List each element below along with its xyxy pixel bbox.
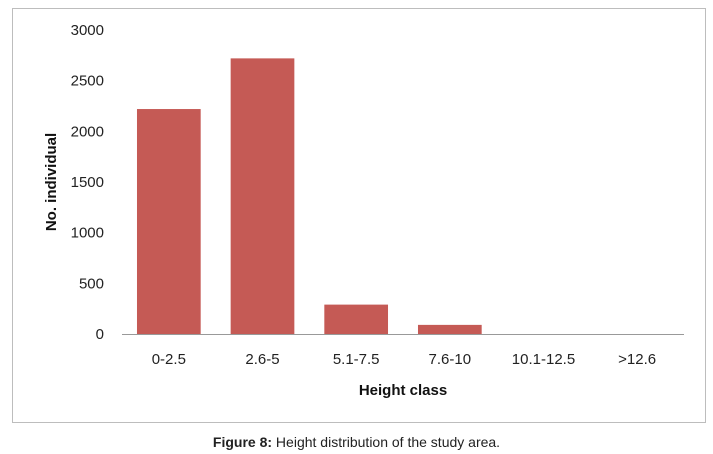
y-tick-label: 2500	[71, 73, 104, 90]
caption-label: Figure 8:	[212, 434, 273, 450]
figure-caption: Figure 8: Height distribution of the stu…	[0, 434, 713, 450]
x-axis-ticks: 0-2.5 2.6-5 5.1-7.5 7.6-10 10.1-12.5 >12.6	[152, 351, 656, 368]
x-axis-title: Height class	[359, 382, 447, 399]
x-tick-label: 0-2.5	[152, 351, 186, 368]
y-tick-label: 1500	[71, 174, 104, 191]
y-tick-label: 3000	[71, 22, 104, 39]
x-tick-label: 7.6-10	[429, 351, 472, 368]
y-tick-label: 0	[96, 326, 104, 343]
x-tick-label: >12.6	[618, 351, 656, 368]
y-axis-title: No. individual	[43, 133, 60, 231]
y-tick-label: 500	[79, 275, 104, 292]
bar	[230, 58, 295, 335]
bars	[136, 58, 482, 335]
bar	[136, 109, 201, 334]
x-tick-label: 5.1-7.5	[333, 351, 380, 368]
x-tick-label: 2.6-5	[245, 351, 279, 368]
y-tick-label: 2000	[71, 123, 104, 140]
chart-frame	[12, 8, 706, 423]
caption-text: Height distribution of the study area.	[272, 434, 501, 450]
x-tick-label: 10.1-12.5	[512, 351, 575, 368]
y-tick-label: 1000	[71, 225, 104, 242]
bar	[417, 324, 482, 334]
bar	[324, 304, 389, 334]
y-axis-ticks: 0 500 1000 1500 2000 2500 3000	[71, 22, 104, 343]
